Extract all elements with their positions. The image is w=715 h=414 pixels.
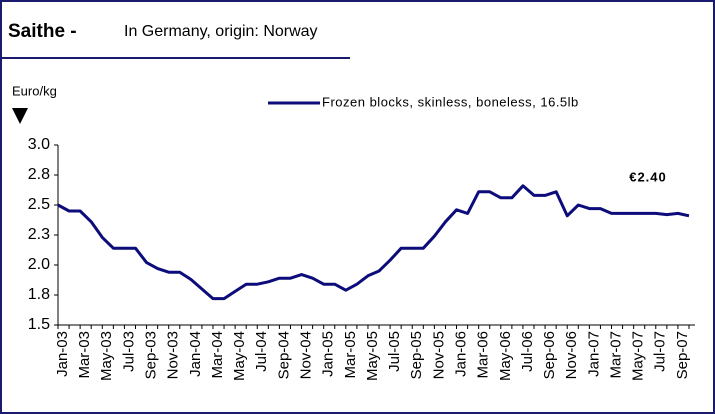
y-tick-label: 2.5 xyxy=(28,196,50,213)
x-tick-label: May-04 xyxy=(231,331,248,381)
x-tick-label: Sep-07 xyxy=(674,331,691,379)
legend-label: Frozen blocks, skinless, boneless, 16.5l… xyxy=(322,94,579,109)
x-tick-label: Nov-06 xyxy=(563,331,580,379)
x-tick-label: May-03 xyxy=(98,331,115,381)
x-tick-label: Sep-03 xyxy=(143,331,160,379)
y-tick-label: 3.0 xyxy=(28,136,50,153)
y-tick-label: 1.5 xyxy=(28,316,50,333)
x-tick-label: May-05 xyxy=(364,331,381,381)
x-tick-label: May-07 xyxy=(630,331,647,381)
x-tick-label: Sep-06 xyxy=(541,331,558,379)
x-tick-label: Nov-05 xyxy=(430,331,447,379)
x-tick-label: Jul-03 xyxy=(120,331,137,372)
x-tick-label: Mar-06 xyxy=(475,331,492,379)
y-tick-label: 2.3 xyxy=(28,226,50,243)
x-tick-label: May-06 xyxy=(497,331,514,381)
y-axis-label: Euro/kg xyxy=(12,83,57,98)
x-tick-label: Nov-03 xyxy=(165,331,182,379)
x-tick-label: Sep-05 xyxy=(408,331,425,379)
x-tick-label: Jan-07 xyxy=(585,331,602,377)
x-tick-label: Mar-04 xyxy=(209,331,226,379)
chart-subtitle: In Germany, origin: Norway xyxy=(124,23,318,40)
x-tick-label: Jul-07 xyxy=(652,331,669,372)
x-tick-label: Jan-06 xyxy=(452,331,469,377)
x-tick-label: Mar-07 xyxy=(607,331,624,379)
x-tick-label: Mar-05 xyxy=(342,331,359,379)
x-tick-label: Nov-04 xyxy=(298,331,315,379)
x-tick-label: Jan-04 xyxy=(187,331,204,377)
x-tick-label: Mar-03 xyxy=(76,331,93,379)
x-tick-label: Sep-04 xyxy=(275,331,292,379)
x-tick-label: Jul-04 xyxy=(253,331,270,372)
x-tick-label: Jul-06 xyxy=(519,331,536,372)
x-tick-label: Jan-05 xyxy=(320,331,337,377)
line-series xyxy=(57,184,690,301)
axis-arrow xyxy=(12,108,28,124)
annotation: €2.40 xyxy=(629,169,667,184)
x-tick-label: Jan-03 xyxy=(54,331,71,377)
chart-title: Saithe - xyxy=(8,21,77,42)
y-tick-label: 1.8 xyxy=(28,286,50,303)
y-tick-label: 2.0 xyxy=(28,256,50,273)
x-tick-label: Jul-05 xyxy=(386,331,403,372)
y-tick-label: 2.8 xyxy=(28,166,50,183)
